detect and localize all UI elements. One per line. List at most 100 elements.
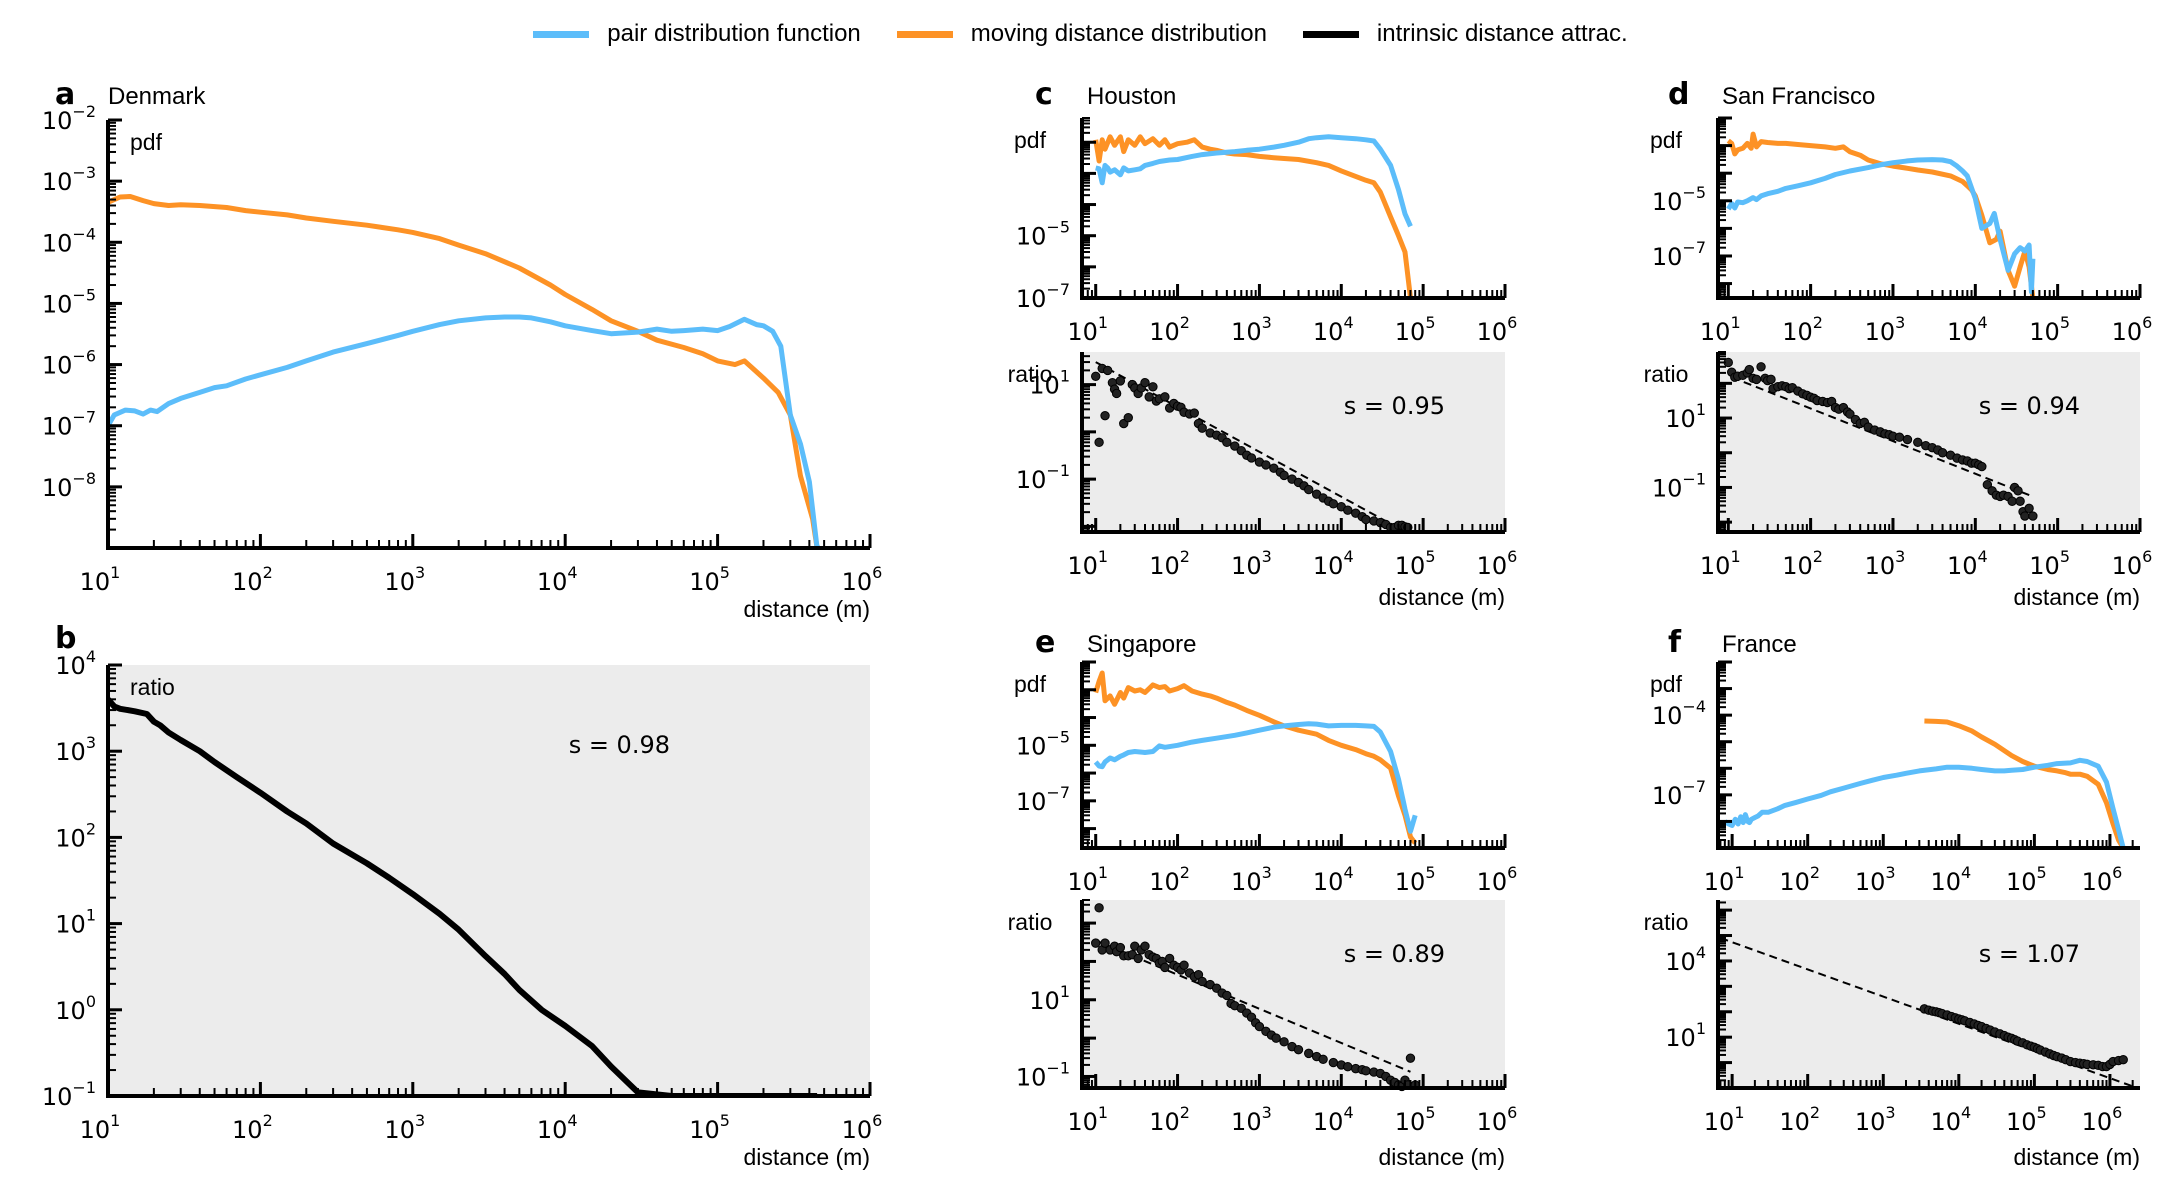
x-axis-label: distance (m) bbox=[743, 596, 870, 622]
x-tick-label: 106 bbox=[1477, 547, 1518, 580]
data-point bbox=[1343, 505, 1353, 515]
panel-e-pdf: 101 102 103 104 105 106 10−5 10−7 pdf e Singapore bbox=[1014, 625, 1517, 896]
data-point bbox=[1982, 479, 1993, 490]
x-tick-label: 106 bbox=[842, 563, 883, 596]
data-point bbox=[1361, 514, 1371, 525]
data-point bbox=[1977, 461, 1987, 472]
data-point bbox=[1937, 448, 1948, 458]
x-tick-label: 104 bbox=[1313, 863, 1354, 896]
data-point bbox=[1913, 437, 1923, 447]
y-axis-label: pdf bbox=[1014, 671, 1047, 697]
x-tick-label: 101 bbox=[1067, 863, 1108, 896]
series-line-moving bbox=[1726, 131, 2036, 298]
slope-annotation: s = 0.94 bbox=[1979, 392, 2080, 420]
data-point bbox=[1140, 377, 1150, 388]
y-tick-label: 10−5 bbox=[1652, 183, 1706, 216]
panel-d-ratio: 101 102 103 104 105 106 101 10−1 ratio distance (… bbox=[1644, 351, 2152, 610]
x-tick-label: 104 bbox=[1930, 863, 1971, 896]
x-tick-label: 106 bbox=[2082, 1103, 2123, 1136]
x-tick-label: 101 bbox=[1067, 1103, 1108, 1136]
y-tick-label: 104 bbox=[55, 647, 96, 680]
panel-e-ratio: 101 102 103 104 105 106 101 10−1 ratio distance (… bbox=[1008, 899, 1517, 1170]
data-point bbox=[1094, 903, 1104, 913]
x-tick-label: 103 bbox=[1231, 547, 1272, 580]
panel-f-ratio: 101 102 103 104 105 106 104 101 ratio distance (m… bbox=[1644, 900, 2141, 1170]
data-point bbox=[1123, 412, 1133, 423]
x-axis-label: distance (m) bbox=[743, 1144, 870, 1170]
panel-title: Singapore bbox=[1087, 631, 1196, 658]
panel-f-pdf: 101 102 103 104 105 106 10−4 10−7 pdf f France bbox=[1650, 625, 2140, 896]
y-tick-label: 10−7 bbox=[42, 408, 96, 441]
x-tick-label: 102 bbox=[1149, 1103, 1190, 1136]
y-axis-label: ratio bbox=[1008, 909, 1053, 935]
x-tick-label: 101 bbox=[80, 563, 121, 596]
y-axis-label: ratio bbox=[1644, 909, 1689, 935]
x-tick-label: 105 bbox=[1395, 1103, 1436, 1136]
x-axis-label: distance (m) bbox=[2013, 1144, 2140, 1170]
x-tick-label: 102 bbox=[232, 1111, 273, 1144]
data-point bbox=[1091, 938, 1101, 948]
series-line-intrinsic bbox=[108, 697, 818, 1096]
data-point bbox=[1100, 938, 1110, 948]
x-axis-label: distance (m) bbox=[2013, 584, 2140, 610]
y-axis-label: pdf bbox=[1014, 127, 1047, 153]
y-tick-label: 10−1 bbox=[1016, 461, 1070, 494]
panel-letter: e bbox=[1035, 625, 1055, 660]
y-axis-label: pdf bbox=[1650, 127, 1683, 153]
panel-title: Houston bbox=[1087, 83, 1176, 110]
series-line-pair bbox=[108, 314, 820, 548]
data-point bbox=[1766, 374, 1776, 385]
panel-letter: f bbox=[1668, 625, 1682, 660]
data-point bbox=[1318, 1054, 1328, 1065]
panel-letter: d bbox=[1668, 77, 1689, 112]
plot-background bbox=[1718, 900, 2140, 1088]
data-point bbox=[1230, 441, 1240, 451]
panel-title: France bbox=[1722, 631, 1797, 658]
x-tick-label: 102 bbox=[1779, 863, 1820, 896]
data-point bbox=[1094, 437, 1104, 448]
data-point bbox=[1328, 499, 1339, 509]
y-axis-label: ratio bbox=[1008, 361, 1053, 387]
data-point bbox=[2028, 511, 2038, 521]
line-swatch-icon bbox=[896, 30, 953, 38]
data-point bbox=[1902, 434, 1913, 445]
panel-d-pdf: 101 102 103 104 105 106 10−5 10−7 pdf d San Franci… bbox=[1650, 77, 2152, 346]
data-point bbox=[1160, 392, 1170, 402]
x-tick-label: 103 bbox=[1855, 863, 1896, 896]
x-tick-label: 104 bbox=[537, 563, 578, 596]
y-tick-label: 10−3 bbox=[42, 163, 96, 196]
legend-item-moving: moving distance distribution bbox=[896, 20, 1267, 48]
y-tick-label: 10−7 bbox=[1652, 238, 1706, 271]
data-point bbox=[2024, 503, 2034, 514]
legend-label: moving distance distribution bbox=[970, 20, 1267, 47]
plot-background bbox=[1718, 352, 2140, 532]
y-tick-label: 102 bbox=[55, 819, 96, 852]
y-tick-label: 101 bbox=[1029, 982, 1070, 1015]
data-point bbox=[1361, 1066, 1371, 1076]
data-point bbox=[1744, 364, 1755, 375]
y-tick-label: 10−1 bbox=[1652, 469, 1706, 502]
y-axis-label: pdf bbox=[130, 129, 163, 155]
x-tick-label: 106 bbox=[1477, 863, 1518, 896]
data-point bbox=[1197, 976, 1207, 987]
series-line-moving bbox=[108, 194, 820, 548]
x-tick-label: 103 bbox=[1855, 1103, 1896, 1136]
data-point bbox=[1091, 371, 1101, 381]
series-line-pair bbox=[1723, 757, 2126, 848]
x-tick-label: 102 bbox=[1779, 1103, 1820, 1136]
series-line-moving bbox=[1093, 134, 1413, 298]
y-tick-label: 10−1 bbox=[42, 1078, 96, 1111]
data-point bbox=[1133, 953, 1143, 964]
y-tick-label: 101 bbox=[1665, 400, 1706, 433]
x-tick-label: 105 bbox=[2029, 313, 2070, 346]
legend-item-pair: pair distribution function bbox=[533, 20, 861, 48]
y-axis-label: ratio bbox=[130, 674, 175, 700]
data-point bbox=[1100, 410, 1110, 421]
x-tick-label: 102 bbox=[1149, 313, 1190, 346]
data-point bbox=[1293, 1044, 1304, 1055]
x-tick-label: 105 bbox=[2006, 863, 2047, 896]
panel-title: Denmark bbox=[108, 83, 206, 110]
y-tick-label: 101 bbox=[1029, 367, 1070, 400]
data-point bbox=[1189, 408, 1199, 418]
